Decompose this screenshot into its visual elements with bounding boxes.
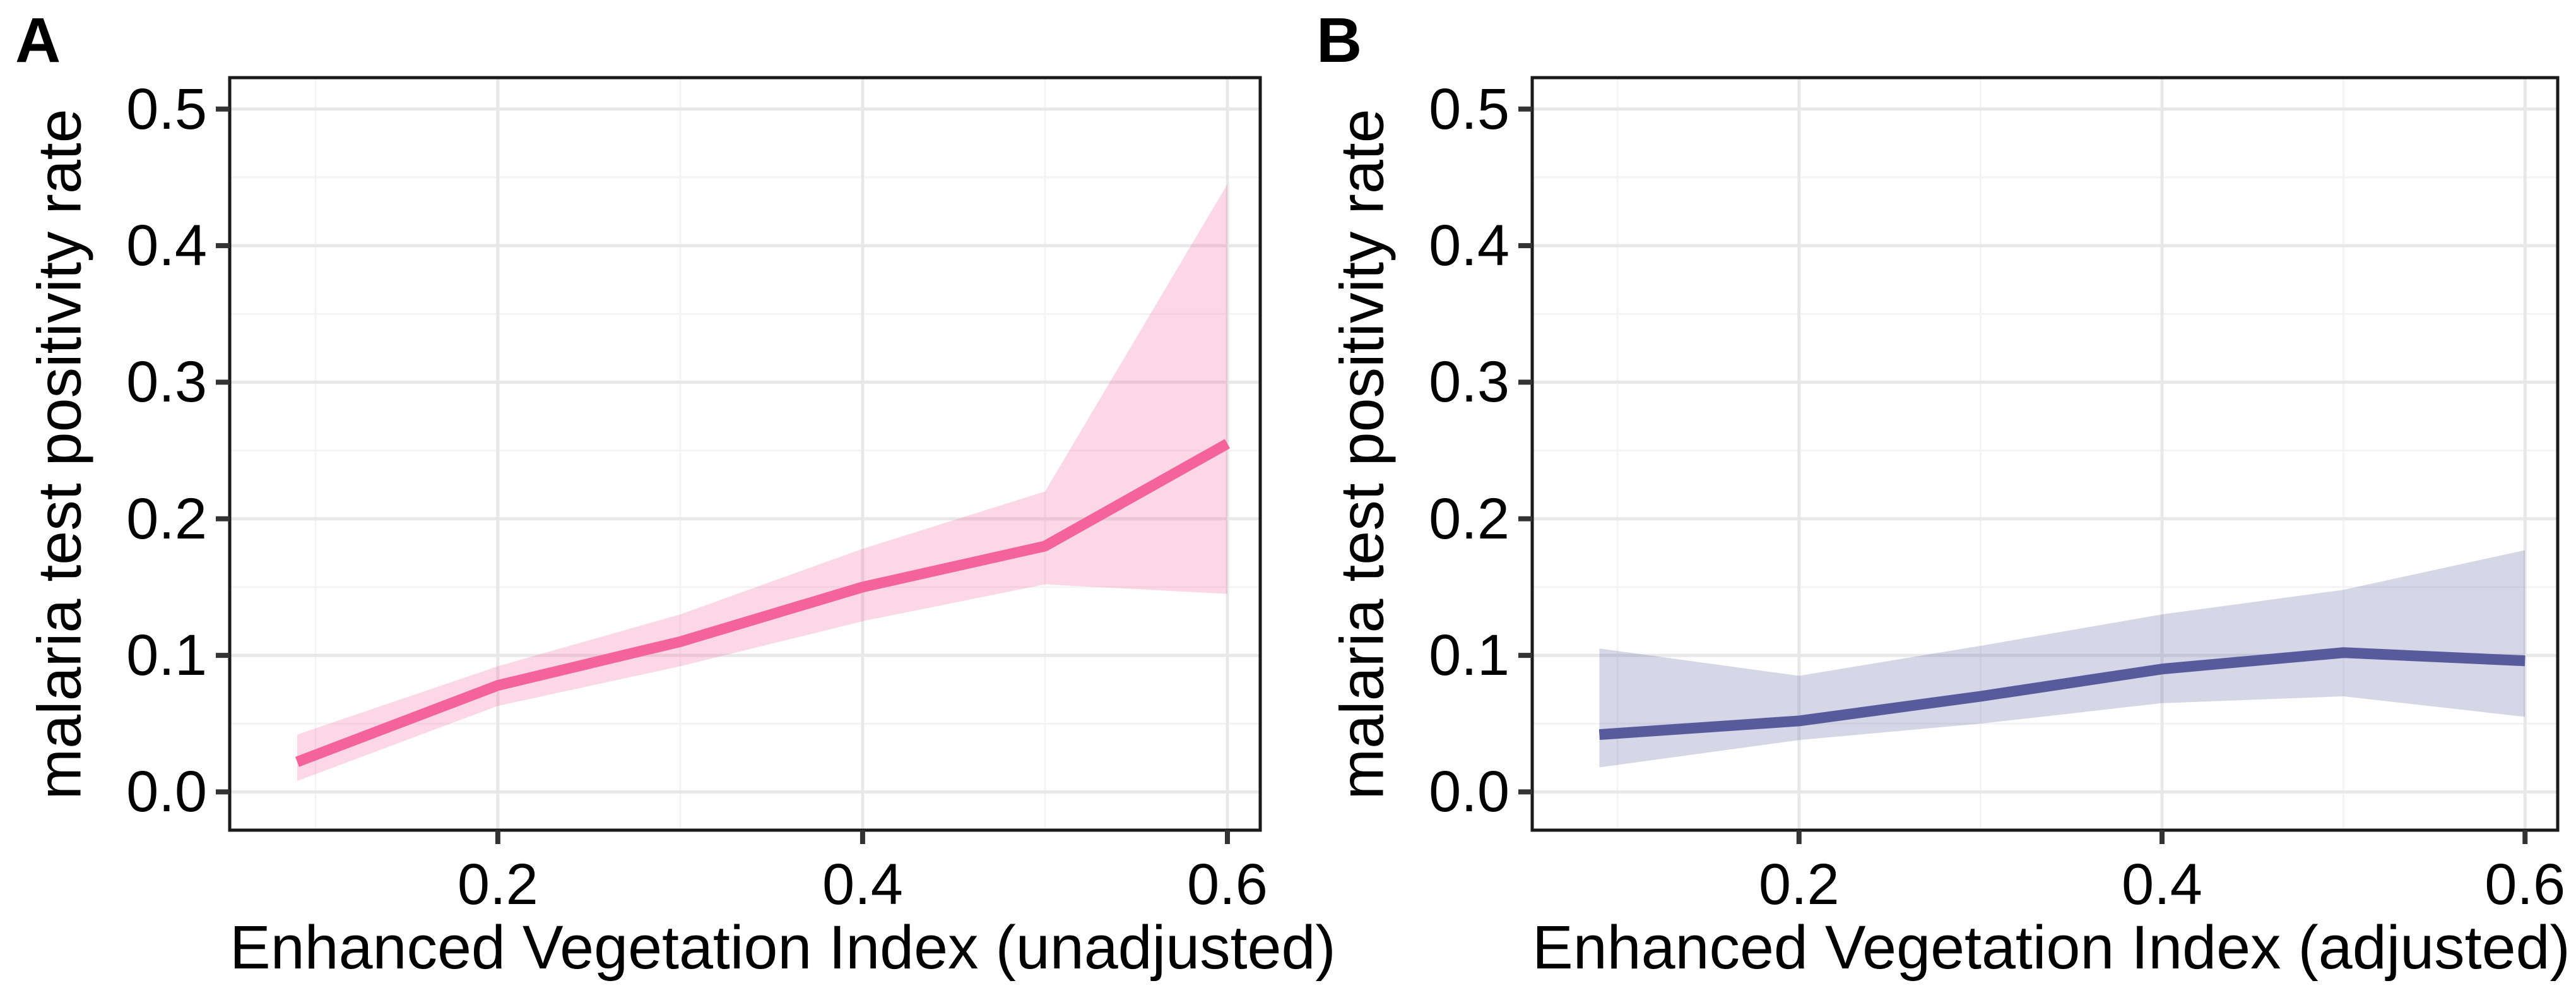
- panel-a-x-axis-title: Enhanced Vegetation Index (unadjusted): [230, 913, 1336, 982]
- panel-a-y-axis-title-text: malaria test positivity rate: [25, 108, 94, 800]
- panel-a-y-tick-label: 0.3: [126, 350, 207, 415]
- panel-a-confidence-band: [297, 184, 1227, 782]
- panel-b-y-tick-label: 0.4: [1429, 213, 1510, 278]
- panel-b-y-tick-label: 0.5: [1429, 76, 1510, 141]
- panel-a-x-tick-label: 0.4: [822, 852, 903, 917]
- panel-b-letter: B: [1316, 5, 1362, 76]
- panel-b-y-tick-label: 0.0: [1429, 759, 1510, 824]
- panel-b-y-tick-label: 0.1: [1429, 623, 1510, 688]
- panel-b-x-tick-label: 0.4: [2122, 852, 2202, 917]
- panel-b-y-tick-label: 0.2: [1429, 486, 1510, 551]
- panel-a-x-tick-label: 0.6: [1187, 852, 1268, 917]
- panel-a-y-tick-label: 0.4: [126, 213, 207, 278]
- panel-b-x-tick-label: 0.6: [2484, 852, 2566, 917]
- panel-b-x-tick-label: 0.2: [1758, 852, 1840, 917]
- panel-a-plot: [216, 76, 1262, 844]
- panel-a-y-tick-label: 0.5: [126, 76, 207, 141]
- panel-a-border: [228, 76, 1262, 832]
- panel-b-y-axis-title: malaria test positivity rate: [1324, 78, 1400, 830]
- panel-a-x-tick-label: 0.2: [457, 852, 538, 917]
- panel-a-y-tick-label: 0.0: [126, 759, 207, 824]
- panel-a-y-tick-label: 0.2: [126, 486, 207, 551]
- panel-b-border: [1530, 76, 2560, 832]
- panel-a-letter: A: [15, 5, 61, 76]
- panel-a-data-line: [295, 439, 1231, 767]
- panel-b-data-line: [1598, 647, 2526, 741]
- panel-b-plot: [1518, 76, 2560, 844]
- panel-b-y-tick-label: 0.3: [1429, 350, 1510, 415]
- panel-b-x-axis-title: Enhanced Vegetation Index (adjusted): [1532, 913, 2570, 982]
- panel-b-y-axis-title-text: malaria test positivity rate: [1327, 108, 1397, 800]
- panel-a-y-tick-label: 0.1: [126, 623, 207, 688]
- panel-a-y-axis-title: malaria test positivity rate: [21, 78, 97, 830]
